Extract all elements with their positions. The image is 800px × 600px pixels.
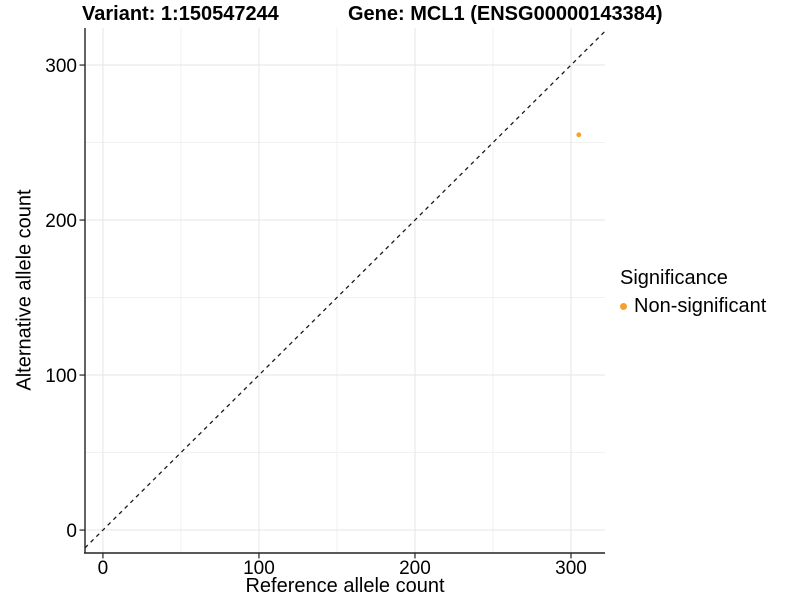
x-tick-labels: 0 100 200 300 [98,558,587,579]
y-axis-title: Alternative allele count [13,189,36,391]
identity-line [84,30,606,549]
axis-ticks [79,64,572,559]
y-tick-labels: 0 100 200 300 [45,56,77,542]
y-tick-label: 0 [66,521,77,542]
grid-minor [85,28,605,553]
x-tick-label: 200 [399,558,431,579]
legend-key-dot-icon [620,303,627,310]
plot-title-gene: Gene: MCL1 (ENSG00000143384) [348,3,663,25]
x-axis-title: Reference allele count [245,575,445,597]
grid-major [85,28,605,553]
y-tick-label: 100 [45,366,77,387]
y-tick-label: 300 [45,56,77,77]
x-tick-label: 100 [243,558,275,579]
legend-items: Non-significant [620,295,766,318]
data-point [576,132,582,138]
x-tick-label: 300 [555,558,587,579]
legend-title: Significance [620,267,728,289]
legend-item-label: Non-significant [634,295,767,317]
x-tick-label: 0 [98,558,109,579]
legend-item: Non-significant [620,295,766,318]
plot-title-variant: Variant: 1:150547244 [82,3,279,25]
legend: Significance Non-significant [620,266,766,318]
y-tick-label: 200 [45,211,77,232]
